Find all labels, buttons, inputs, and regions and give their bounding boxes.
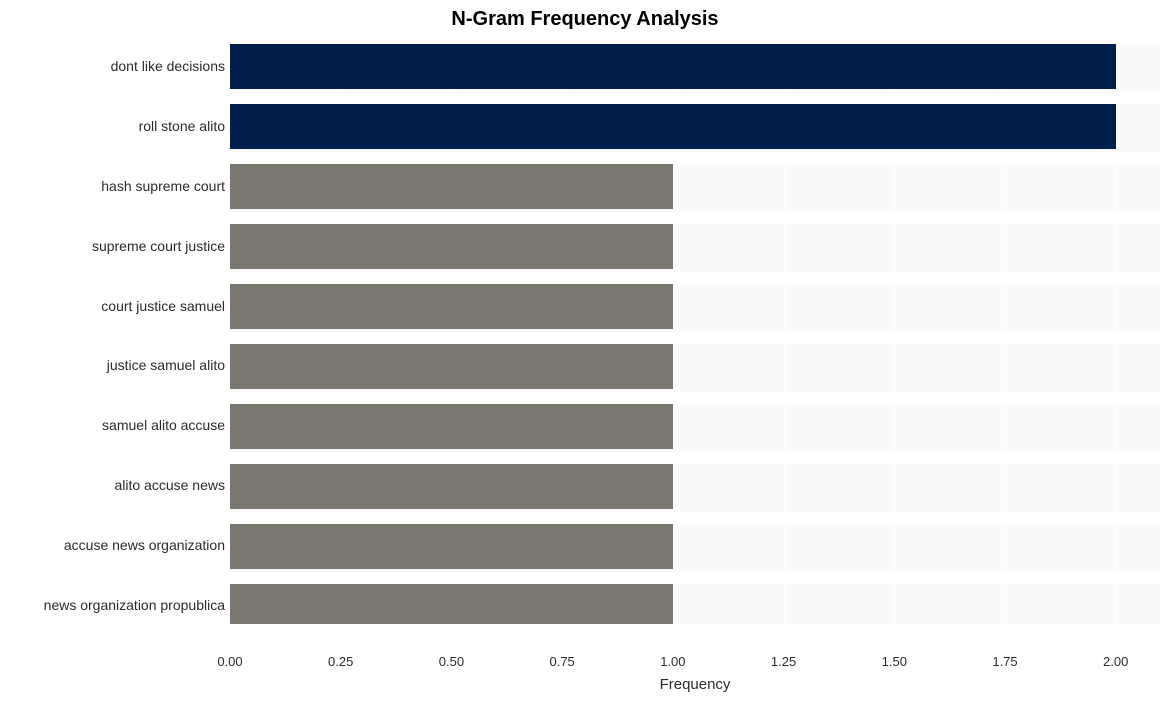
x-tick-label: 0.50 (439, 654, 464, 669)
bar (230, 344, 673, 389)
y-tick-label: hash supreme court (0, 178, 225, 194)
bar (230, 284, 673, 329)
bar (230, 224, 673, 269)
chart-container: N-Gram Frequency Analysis Frequency dont… (0, 0, 1170, 701)
y-tick-label: alito accuse news (0, 477, 225, 493)
row-gap (230, 392, 1160, 404)
row-gap (230, 512, 1160, 524)
bar (230, 464, 673, 509)
row-gap (230, 452, 1160, 464)
x-tick-label: 1.25 (771, 654, 796, 669)
y-tick-label: supreme court justice (0, 238, 225, 254)
row-gap (230, 212, 1160, 224)
x-axis-label: Frequency (110, 676, 1170, 693)
y-tick-label: justice samuel alito (0, 357, 225, 373)
row-gap (230, 92, 1160, 104)
plot-area (230, 37, 1160, 636)
row-gap (230, 152, 1160, 164)
chart-title: N-Gram Frequency Analysis (0, 8, 1170, 31)
y-tick-label: dont like decisions (0, 58, 225, 74)
x-tick-label: 0.00 (217, 654, 242, 669)
row-gap (230, 572, 1160, 584)
y-tick-label: accuse news organization (0, 537, 225, 553)
bar (230, 404, 673, 449)
bar (230, 584, 673, 629)
x-tick-label: 1.75 (992, 654, 1017, 669)
bar (230, 104, 1116, 149)
x-tick-label: 0.25 (328, 654, 353, 669)
row-gap (230, 332, 1160, 344)
row-gap (230, 272, 1160, 284)
x-tick-label: 2.00 (1103, 654, 1128, 669)
y-tick-label: news organization propublica (0, 597, 225, 613)
y-tick-label: roll stone alito (0, 118, 225, 134)
x-tick-label: 1.00 (660, 654, 685, 669)
row-gap (230, 624, 1160, 636)
y-tick-label: court justice samuel (0, 298, 225, 314)
bar (230, 524, 673, 569)
row-gap (230, 32, 1160, 44)
x-tick-label: 1.50 (882, 654, 907, 669)
bar (230, 44, 1116, 89)
bar (230, 164, 673, 209)
x-tick-label: 0.75 (549, 654, 574, 669)
y-tick-label: samuel alito accuse (0, 417, 225, 433)
